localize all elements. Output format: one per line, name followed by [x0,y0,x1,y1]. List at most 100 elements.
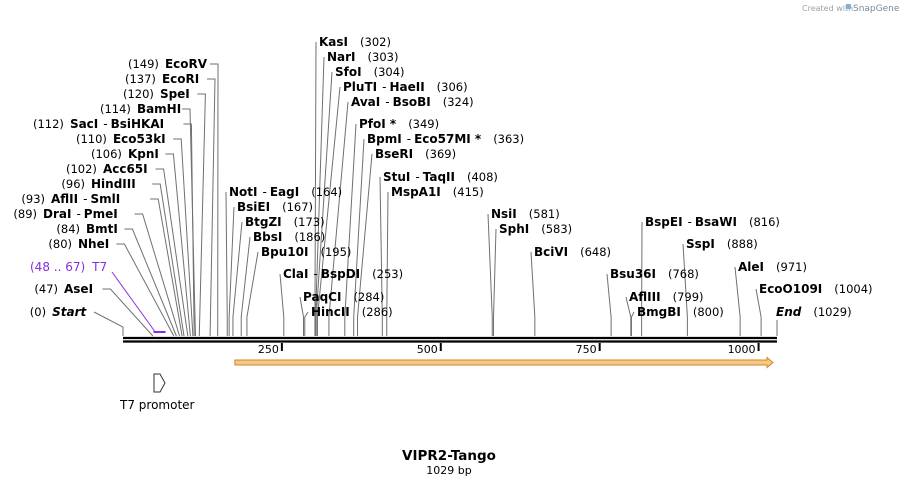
site-enzyme: PfoI * [359,117,397,131]
site-label-nsii[interactable]: NsiI (581) [491,207,560,221]
site-hincii[interactable]: HincII (286) [311,305,393,319]
site-ecorv[interactable]: (149) EcoRV [128,57,208,71]
site-end[interactable]: End (1029) [776,305,852,319]
site-bmgbi[interactable]: BmgBI (800) [637,305,724,319]
site-paqci[interactable]: PaqCI (284) [303,290,384,304]
site-label-nhei[interactable]: (80) NheI [48,237,109,251]
site-label-asei[interactable]: (47) AseI [34,282,93,296]
site-label-bpmi[interactable]: BpmI - Eco57MI * (363) [367,132,524,146]
site-kasi[interactable]: KasI (302) [319,35,391,49]
site-label-saci[interactable]: (112) SacI - BsiHKAI [33,117,164,131]
site-label-ecoo109i[interactable]: EcoO109I (1004) [759,282,873,296]
site-bseri[interactable]: BseRI (369) [375,147,456,161]
orf-arrow[interactable] [234,356,774,369]
site-label-sfoi[interactable]: SfoI (304) [335,65,405,79]
site-eco53ki[interactable]: (110) Eco53kI [76,132,166,146]
site-bsu36i[interactable]: Bsu36I (768) [610,267,699,281]
site-afliii[interactable]: AflIII (799) [629,290,704,304]
site-label-bsu36i[interactable]: Bsu36I (768) [610,267,699,281]
site-pfoi[interactable]: PfoI * (349) [359,117,439,131]
site-bbsi[interactable]: BbsI (186) [253,230,325,244]
site-saci[interactable]: (112) SacI - BsiHKAI [33,117,164,131]
site-nsii[interactable]: NsiI (581) [491,207,560,221]
site-label-bbsi[interactable]: BbsI (186) [253,230,325,244]
site-avai[interactable]: AvaI - BsoBI (324) [351,95,474,109]
site-label-hindiii[interactable]: (96) HindIII [61,177,135,191]
site-bcivi[interactable]: BciVI (648) [534,245,611,259]
site-nhei[interactable]: (80) NheI [48,237,109,251]
site-noti[interactable]: NotI - EagI (164) [229,185,342,199]
site-acc65i[interactable]: (102) Acc65I [66,162,148,176]
site-label-clai[interactable]: ClaI - BspDI (253) [283,267,403,281]
site-bpmi[interactable]: BpmI - Eco57MI * (363) [367,132,524,146]
site-label-aflii[interactable]: (93) AflII - SmlI [21,192,120,206]
site-label-drai[interactable]: (89) DraI - PmeI [13,207,117,221]
site-label-avai[interactable]: AvaI - BsoBI (324) [351,95,474,109]
site-label-ecorv[interactable]: (149) EcoRV [128,57,208,71]
site-label-alei[interactable]: AleI (971) [738,260,807,274]
site-label-btgzi[interactable]: BtgZI (173) [245,215,325,229]
orf-arrow-shape[interactable] [234,356,774,369]
site-spei[interactable]: (120) SpeI [123,87,190,101]
site-kpni[interactable]: (106) KpnI [91,147,159,161]
site-label-acc65i[interactable]: (102) Acc65I [66,162,148,176]
site-label-afliii[interactable]: AflIII (799) [629,290,704,304]
site-label-pluti[interactable]: PluTI - HaeII (306) [343,80,468,94]
site-label-bpu10i[interactable]: Bpu10I (195) [261,245,351,259]
site-start[interactable]: (0) Start [30,305,88,319]
site-alei[interactable]: AleI (971) [738,260,807,274]
t7-label[interactable]: (48 .. 67) T7 [30,260,107,274]
site-label-hincii[interactable]: HincII (286) [311,305,393,319]
site-bamhi[interactable]: (114) BamHI [100,102,181,116]
site-label-sspi[interactable]: SspI (888) [686,237,758,251]
site-label-bamhi[interactable]: (114) BamHI [100,102,181,116]
site-label-end[interactable]: End (1029) [776,305,852,319]
site-label-noti[interactable]: NotI - EagI (164) [229,185,342,199]
site-ecori[interactable]: (137) EcoRI [125,72,199,86]
site-label-kasi[interactable]: KasI (302) [319,35,391,49]
site-hindiii[interactable]: (96) HindIII [61,177,135,191]
site-bmti[interactable]: (84) BmtI [56,222,117,236]
site-bspei[interactable]: BspEI - BsaWI (816) [645,215,780,229]
site-label-bmgbi[interactable]: BmgBI (800) [637,305,724,319]
site-label-kpni[interactable]: (106) KpnI [91,147,159,161]
site-aflii[interactable]: (93) AflII - SmlI [21,192,120,206]
site-label-pfoi[interactable]: PfoI * (349) [359,117,439,131]
site-enzyme: SspI [686,237,715,251]
site-bpu10i[interactable]: Bpu10I (195) [261,245,351,259]
site-mspa1i[interactable]: MspA1I (415) [391,185,484,199]
site-sfoi[interactable]: SfoI (304) [335,65,405,79]
leader-alei [734,266,741,336]
site-label-bsiei[interactable]: BsiEI (167) [237,200,313,214]
site-drai[interactable]: (89) DraI - PmeI [13,207,117,221]
site-position: (96) [61,177,85,191]
site-label-bmti[interactable]: (84) BmtI [56,222,117,236]
site-nari[interactable]: NarI (303) [327,50,398,64]
site-label-nari[interactable]: NarI (303) [327,50,398,64]
site-label-bseri[interactable]: BseRI (369) [375,147,456,161]
site-position: (583) [541,222,572,236]
promoter-arrow-icon[interactable] [153,373,166,393]
site-label-eco53ki[interactable]: (110) Eco53kI [76,132,166,146]
site-label-sphi[interactable]: SphI (583) [499,222,572,236]
site-label-bspei[interactable]: BspEI - BsaWI (816) [645,215,780,229]
site-label-paqci[interactable]: PaqCI (284) [303,290,384,304]
site-asei[interactable]: (47) AseI [34,282,93,296]
site-pluti[interactable]: PluTI - HaeII (306) [343,80,468,94]
site-sphi[interactable]: SphI (583) [499,222,572,236]
site-label-spei[interactable]: (120) SpeI [123,87,190,101]
site-label-mspa1i[interactable]: MspA1I (415) [391,185,484,199]
credit-text: Created with [802,4,853,13]
site-clai[interactable]: ClaI - BspDI (253) [283,267,403,281]
site-label-stui[interactable]: StuI - TaqII (408) [383,170,498,184]
site-label-start[interactable]: (0) Start [30,305,88,319]
site-btgzi[interactable]: BtgZI (173) [245,215,325,229]
site-label-bcivi[interactable]: BciVI (648) [534,245,611,259]
site-stui[interactable]: StuI - TaqII (408) [383,170,498,184]
site-position: (137) [125,72,156,86]
site-ecoo109i[interactable]: EcoO109I (1004) [759,282,873,296]
tick-label-1000: 1000 [728,343,756,356]
site-label-ecori[interactable]: (137) EcoRI [125,72,199,86]
site-bsiei[interactable]: BsiEI (167) [237,200,313,214]
site-sspi[interactable]: SspI (888) [686,237,758,251]
